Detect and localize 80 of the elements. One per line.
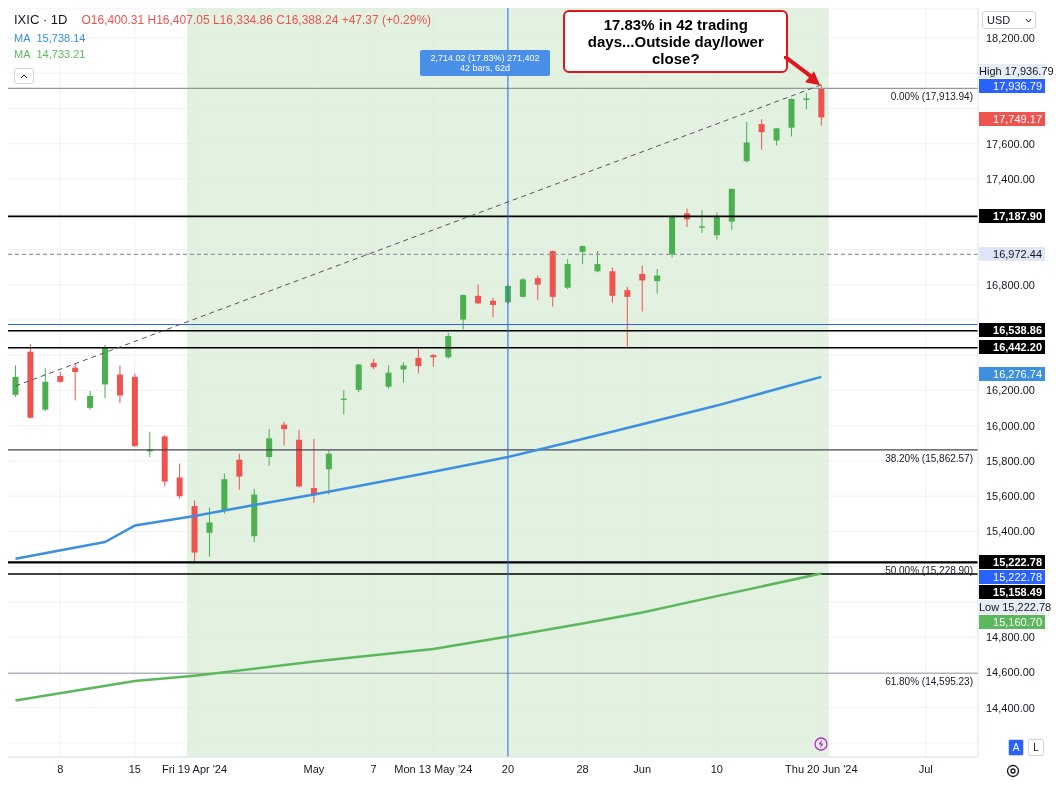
candlestick bbox=[490, 297, 497, 318]
text: 17,936.79 bbox=[979, 78, 1045, 93]
candlestick bbox=[116, 364, 123, 404]
x-tick-label: 28 bbox=[576, 762, 589, 775]
text: A bbox=[1008, 739, 1024, 756]
candlestick bbox=[400, 361, 407, 384]
y-tick-label: 15,600.00 bbox=[986, 490, 1035, 503]
text: 15,160.70 bbox=[979, 615, 1045, 630]
x-tick-label: 15 bbox=[128, 762, 141, 775]
text: Low 15,222.78 bbox=[979, 600, 1052, 615]
candlestick bbox=[534, 275, 541, 301]
ref-line-label: 16,972.44 bbox=[979, 246, 1045, 261]
annotation: 42 bars, 62d bbox=[458, 63, 511, 73]
x-tick-label: Jun bbox=[633, 762, 652, 775]
y-tick-label: 15,400.00 bbox=[986, 525, 1035, 538]
text: High 17,936.79 bbox=[979, 63, 1054, 78]
x-tick-label: 8 bbox=[57, 762, 64, 775]
y-tick-label: 14,600.00 bbox=[986, 666, 1035, 679]
text: 17,749.17 bbox=[979, 111, 1045, 126]
candlestick bbox=[12, 364, 19, 398]
ref-line-label: 16,442.20 bbox=[979, 340, 1045, 355]
ref-line-label: 61.80% (14,595.23) bbox=[885, 676, 973, 688]
candlestick bbox=[206, 507, 213, 558]
ref-line-label: 17,187.90 bbox=[979, 208, 1045, 223]
candlestick bbox=[624, 286, 631, 349]
line-series bbox=[14, 375, 823, 560]
x-tick-label: Mon 13 May '24 bbox=[394, 762, 473, 775]
candlestick bbox=[415, 348, 422, 375]
annotation: 14,733.21 bbox=[36, 48, 86, 60]
y-tick-label: 16,000.00 bbox=[986, 419, 1035, 432]
candlestick bbox=[236, 453, 243, 491]
text: MA bbox=[14, 32, 31, 44]
candlestick bbox=[579, 244, 586, 265]
y-tick-label: 18,200.00 bbox=[986, 31, 1035, 44]
text: L bbox=[1028, 739, 1044, 756]
candlestick bbox=[266, 428, 273, 467]
x-tick-label: 10 bbox=[710, 762, 723, 775]
callout-box: 17.83% in 42 trading days...Outside day/lower close? bbox=[563, 10, 789, 73]
y-tick-label: 16,200.00 bbox=[986, 384, 1035, 397]
ref-line-label: 0.00% (17,913.94) bbox=[890, 91, 973, 103]
x-tick-label: Fri 19 Apr '24 bbox=[162, 762, 228, 775]
candlestick bbox=[564, 258, 571, 290]
candlestick bbox=[519, 277, 526, 299]
text: MA bbox=[14, 48, 31, 60]
y-tick-label: 17,400.00 bbox=[986, 172, 1035, 185]
x-tick-label: Jul bbox=[918, 762, 933, 775]
candlestick bbox=[385, 364, 392, 390]
x-tick-label: 20 bbox=[501, 762, 515, 775]
y-tick-label: 17,600.00 bbox=[986, 137, 1035, 150]
candlestick bbox=[713, 212, 720, 241]
candlestick bbox=[698, 209, 705, 234]
x-tick-label: 7 bbox=[370, 762, 377, 775]
y-tick-label: 16,800.00 bbox=[986, 278, 1035, 291]
ref-line-label: 15,158.49 bbox=[979, 585, 1045, 600]
candlestick bbox=[639, 265, 646, 312]
y-tick-label: 14,800.00 bbox=[986, 631, 1035, 644]
y-tick-label: 14,400.00 bbox=[986, 701, 1035, 714]
candlestick bbox=[325, 450, 332, 496]
y-axis-title: USD bbox=[982, 11, 1036, 29]
ref-line-label: 15,222.78 bbox=[979, 555, 1045, 570]
candlestick bbox=[475, 284, 482, 305]
chart-title: IXIC · 1D bbox=[14, 12, 68, 27]
x-tick-label: Thu 20 Jun '24 bbox=[785, 762, 858, 775]
candlestick bbox=[72, 363, 79, 401]
annotation: 2,714.02 (17.83%) 271,402 bbox=[429, 53, 541, 63]
x-tick-label: May bbox=[303, 762, 325, 775]
y-tick-label: 15,800.00 bbox=[986, 454, 1035, 467]
candlestick bbox=[594, 250, 601, 273]
text: 16,276.74 bbox=[979, 366, 1045, 381]
candlestick bbox=[87, 390, 94, 411]
candlestick bbox=[176, 463, 183, 500]
line-series bbox=[14, 572, 823, 702]
ref-line-label: 16,538.86 bbox=[979, 323, 1045, 338]
annotation: O16,400.31 H16,407.05 L16,334.86 C16,388.24 +47.37 (+0.29%) bbox=[81, 13, 432, 27]
ref-line-label: 38.20% (15,862.57) bbox=[885, 453, 973, 464]
candlestick bbox=[743, 121, 750, 164]
ref-line-label: 50.00% (15,228.90) bbox=[885, 564, 973, 576]
annotation: 15,738.14 bbox=[36, 32, 86, 44]
text: 15,222.78 bbox=[979, 570, 1045, 585]
candlestick bbox=[758, 118, 765, 151]
